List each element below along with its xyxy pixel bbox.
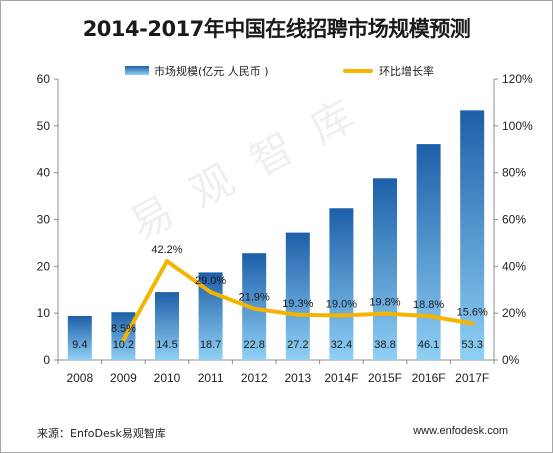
bar-series (67, 110, 485, 361)
growth-rate-point (121, 338, 126, 343)
growth-rate-label: 18.8% (413, 299, 444, 311)
growth-rate-label: 19.8% (369, 297, 400, 309)
bar-value-label: 53.3 (461, 339, 482, 351)
y-right-tick-label: 0% (502, 353, 520, 367)
bar (329, 208, 354, 360)
bar-value-label: 32.4 (331, 339, 352, 351)
bar-value-label: 10.2 (113, 339, 134, 351)
y-right-tick-label: 100% (502, 119, 533, 133)
bar (416, 144, 441, 360)
growth-rate-point (383, 311, 387, 316)
chart-legend: 市场规模(亿元 人民币 ) 环比增长率 (125, 64, 434, 78)
growth-rate-label: 15.6% (457, 306, 488, 318)
website-url: www.enfodesk.com (413, 425, 508, 437)
growth-rate-label: 19.3% (282, 298, 313, 310)
growth-rate-point (295, 312, 300, 317)
x-tick-label: 2015F (368, 371, 402, 385)
x-tick-label: 2008 (66, 371, 93, 385)
growth-rate-point (208, 290, 213, 295)
x-tick-label: 2017F (455, 371, 489, 385)
chart-title: 2014-2017年中国在线招聘市场规模预测 (82, 17, 471, 41)
source-note: 来源：EnfoDesk易观智库 (37, 427, 166, 440)
legend-bar-label: 市场规模(亿元 人民币 ) (154, 64, 269, 78)
y-left-tick-label: 0 (43, 353, 50, 367)
bar-value-label: 18.7 (200, 339, 221, 351)
bar (285, 232, 310, 360)
bar (373, 178, 397, 360)
y-left-tick-label: 50 (37, 119, 51, 133)
growth-rate-label: 21.9% (239, 292, 270, 304)
bar-value-label: 27.2 (287, 339, 308, 351)
y-right-tick-label: 120% (502, 72, 533, 86)
y-right-tick-label: 80% (502, 166, 526, 180)
bar-value-label: 38.8 (374, 339, 395, 351)
chart-axes: 0 10 20 30 40 50 60 0% 20% 40% 60% 80% 100% 120% 2008 2… (37, 72, 533, 385)
legend-bar-swatch (125, 66, 149, 75)
y-left-tick-label: 30 (37, 213, 51, 227)
x-tick-label: 2014F (324, 371, 358, 385)
growth-rate-point (426, 313, 431, 318)
legend-line-label: 环比增长率 (379, 64, 434, 78)
bar (155, 292, 179, 360)
y-right-tick-label: 40% (502, 259, 526, 273)
growth-rate-point (165, 259, 169, 264)
growth-rate-label: 19.0% (326, 299, 357, 311)
bar-value-label: 46.1 (418, 339, 439, 351)
bar-value-label: 9.4 (72, 339, 87, 351)
bar (67, 315, 92, 360)
x-tick-label: 2011 (198, 371, 224, 385)
bar-value-label: 22.8 (243, 339, 264, 351)
bar-value-label: 14.5 (156, 339, 177, 351)
x-tick-label: 2009 (110, 371, 137, 385)
x-tick-label: 2013 (284, 371, 311, 385)
growth-rate-point (252, 306, 257, 311)
y-left-tick-label: 20 (37, 259, 51, 273)
line-series (121, 259, 475, 343)
y-left-tick-label: 40 (37, 166, 51, 180)
growth-rate-label: 29.0% (195, 275, 226, 287)
y-right-tick-label: 20% (502, 306, 526, 320)
bar (460, 110, 485, 361)
growth-rate-point (339, 313, 344, 318)
growth-rate-label: 42.2% (151, 244, 182, 256)
x-tick-label: 2016F (412, 371, 446, 385)
data-labels: 9.4 10.2 14.5 18.7 22.8 27.2 32.4 38.8 46.1 53.3 8… (72, 244, 488, 351)
y-left-tick-label: 10 (37, 306, 51, 320)
x-tick-label: 2012 (241, 371, 268, 385)
x-tick-label: 2010 (154, 371, 181, 385)
y-right-tick-label: 60% (502, 213, 526, 227)
growth-rate-point (470, 321, 475, 326)
growth-rate-label: 8.5% (111, 323, 136, 335)
y-left-tick-label: 60 (37, 72, 51, 86)
